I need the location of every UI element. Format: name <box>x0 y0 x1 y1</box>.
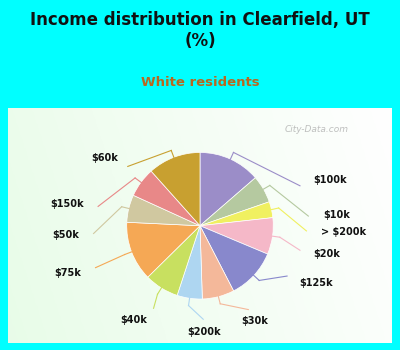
Text: $60k: $60k <box>91 153 118 163</box>
Text: $20k: $20k <box>314 248 340 259</box>
Wedge shape <box>151 153 200 226</box>
Wedge shape <box>127 222 200 277</box>
Text: Income distribution in Clearfield, UT
(%): Income distribution in Clearfield, UT (%… <box>30 11 370 50</box>
Text: $75k: $75k <box>54 268 81 278</box>
Wedge shape <box>200 202 273 226</box>
Text: $30k: $30k <box>242 316 268 326</box>
Text: $150k: $150k <box>50 199 84 209</box>
Wedge shape <box>200 178 269 226</box>
Wedge shape <box>127 195 200 226</box>
Text: $50k: $50k <box>52 230 79 239</box>
Text: $200k: $200k <box>187 327 220 337</box>
Wedge shape <box>200 226 234 299</box>
Text: > $200k: > $200k <box>321 226 366 237</box>
Text: $125k: $125k <box>299 278 332 288</box>
Wedge shape <box>177 226 202 299</box>
Text: $10k: $10k <box>323 210 350 220</box>
Text: White residents: White residents <box>141 76 259 89</box>
Wedge shape <box>200 153 255 226</box>
Text: City-Data.com: City-Data.com <box>284 125 348 134</box>
Wedge shape <box>200 218 273 254</box>
Wedge shape <box>148 226 200 295</box>
Wedge shape <box>133 171 200 226</box>
Text: $40k: $40k <box>120 315 147 324</box>
Text: $100k: $100k <box>314 175 347 185</box>
Wedge shape <box>200 226 268 291</box>
